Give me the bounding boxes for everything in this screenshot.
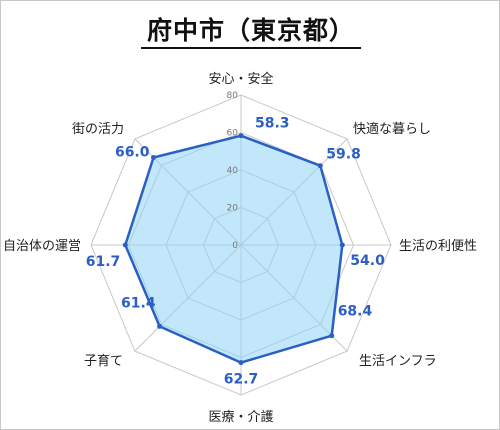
data-point — [317, 163, 323, 169]
tick-label: 80 — [227, 91, 239, 101]
data-point — [122, 242, 128, 248]
value-label: 61.4 — [121, 295, 156, 311]
data-point — [151, 155, 156, 160]
axis-label: 安心・安全 — [208, 71, 273, 87]
axis-label: 街の活力 — [72, 122, 124, 137]
axis-label: 生活インフラ — [359, 354, 437, 369]
tick-label: 0 — [232, 241, 238, 251]
tick-label: 40 — [227, 166, 239, 176]
axis-label: 快適な暮らし — [353, 121, 431, 137]
tick-label: 20 — [227, 204, 239, 214]
data-point — [329, 333, 335, 339]
radar-area — [122, 133, 345, 366]
value-label: 61.7 — [86, 254, 121, 270]
axis-label: 自治体の運営 — [3, 239, 81, 254]
axis-label: 子育て — [84, 353, 123, 369]
axis-label: 医療・介護 — [208, 409, 273, 425]
radar-ticks: 0 20 40 60 80 — [227, 91, 239, 251]
data-point — [157, 323, 163, 329]
value-label: 59.8 — [326, 147, 361, 163]
value-label: 68.4 — [338, 304, 373, 320]
value-label: 62.7 — [224, 372, 259, 388]
chart-title: 府中市（東京都） — [146, 16, 355, 45]
value-label: 54.0 — [350, 253, 385, 269]
tick-label: 60 — [227, 129, 239, 139]
axis-label: 生活の利便性 — [399, 239, 477, 254]
data-point — [339, 242, 345, 248]
data-point — [238, 133, 244, 139]
value-label: 66.0 — [115, 145, 150, 161]
title-underline — [141, 47, 361, 49]
value-label: 58.3 — [255, 116, 290, 132]
data-point — [238, 360, 244, 366]
